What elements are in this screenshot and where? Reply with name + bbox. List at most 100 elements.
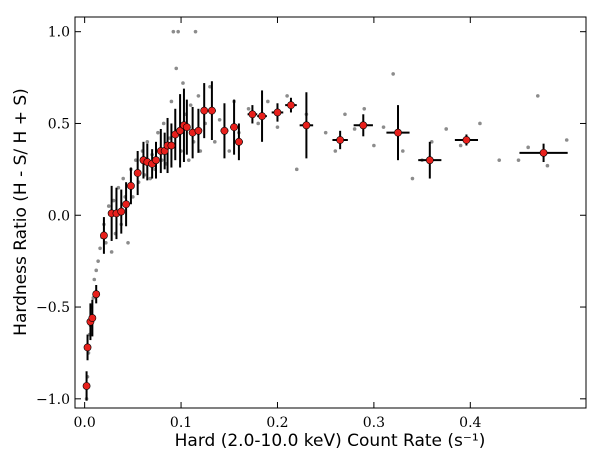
data-point	[458, 143, 463, 148]
data-point	[126, 240, 130, 245]
data-point	[109, 250, 114, 254]
binned-point	[248, 110, 257, 119]
data-point	[391, 72, 395, 76]
data-point	[106, 204, 111, 208]
x-tick-label: 0.0	[74, 415, 96, 431]
x-axis-label: Hard (2.0-10.0 keV) Count Rate (s⁻¹)	[175, 431, 486, 451]
data-point	[478, 121, 482, 126]
data-point	[98, 246, 102, 251]
binned-point	[127, 181, 135, 190]
binned-point	[258, 112, 266, 121]
y-tick-label: −1.0	[36, 392, 70, 408]
data-point	[186, 158, 191, 162]
binned-point	[100, 231, 108, 240]
binned-point	[394, 128, 402, 137]
data-point	[410, 176, 415, 181]
data-point	[96, 259, 100, 263]
y-tick-label: 1.0	[48, 25, 70, 41]
data-point	[148, 176, 153, 181]
binned-point	[425, 156, 434, 165]
data-point	[545, 163, 550, 168]
binned-point	[133, 169, 142, 177]
y-tick-label: −0.5	[36, 300, 70, 316]
binned-point	[359, 121, 368, 130]
data-point	[208, 84, 212, 89]
data-point	[92, 277, 97, 282]
data-point	[343, 112, 347, 117]
data-point	[401, 149, 405, 153]
data-point	[285, 94, 289, 98]
data-point	[227, 149, 232, 153]
data-point	[176, 29, 180, 34]
y-tick-label: 0.0	[48, 208, 70, 224]
data-point	[372, 143, 376, 148]
x-tick-label: 0.1	[170, 415, 192, 431]
data-point	[246, 106, 251, 111]
binned-point	[194, 126, 203, 135]
data-point	[131, 195, 135, 199]
binned-point	[462, 136, 471, 144]
x-tick-label: 0.4	[459, 415, 481, 431]
data-point	[294, 167, 299, 172]
binned-point	[176, 126, 184, 135]
data-point	[333, 149, 338, 153]
data-point	[94, 268, 99, 273]
data-point	[213, 140, 217, 144]
data-point	[497, 158, 502, 162]
data-point	[381, 125, 386, 129]
data-point	[429, 140, 434, 144]
data-point	[181, 81, 185, 85]
binned-point	[302, 121, 311, 130]
binned-point	[235, 137, 243, 146]
data-point	[161, 121, 166, 126]
data-point	[196, 94, 201, 98]
binned-point	[92, 290, 101, 299]
data-point	[275, 125, 280, 129]
binned-point	[336, 136, 345, 144]
binned-point	[230, 123, 238, 132]
data-point	[104, 240, 108, 245]
data-point	[111, 198, 116, 203]
binned-point	[82, 382, 91, 390]
data-point	[121, 176, 126, 181]
data-point	[169, 99, 174, 104]
binned-point	[182, 123, 191, 132]
data-point	[171, 29, 176, 34]
data-point	[167, 136, 172, 140]
data-point	[444, 127, 448, 131]
data-point	[145, 140, 150, 144]
data-point	[266, 99, 270, 104]
data-point	[352, 127, 357, 131]
binned-point	[167, 141, 176, 150]
data-point	[188, 103, 193, 107]
data-point	[193, 29, 198, 34]
data-point	[526, 145, 530, 150]
binned-point	[273, 108, 282, 117]
binned-point	[83, 343, 92, 352]
data-point	[174, 66, 179, 71]
binned-point	[220, 126, 229, 135]
data-point	[362, 106, 367, 111]
y-tick-label: 0.5	[48, 116, 70, 132]
y-axis-label: Hardness Ratio (H - S/ H + S)	[11, 88, 31, 336]
data-point	[156, 130, 160, 135]
binned-point	[152, 156, 160, 165]
data-point	[535, 94, 540, 98]
binned-point	[200, 106, 209, 115]
data-point	[116, 185, 121, 190]
binned-point	[208, 106, 216, 115]
x-tick-label: 0.3	[363, 415, 385, 431]
data-point	[564, 138, 569, 142]
x-tick-label: 0.2	[266, 415, 288, 431]
data-point	[256, 121, 260, 126]
data-point	[217, 117, 222, 122]
data-point	[516, 158, 521, 162]
data-point	[133, 158, 138, 162]
binned-point	[122, 200, 130, 209]
data-point	[323, 130, 328, 135]
binned-point	[117, 207, 126, 216]
binned-point	[88, 314, 97, 322]
binned-point	[287, 101, 295, 110]
